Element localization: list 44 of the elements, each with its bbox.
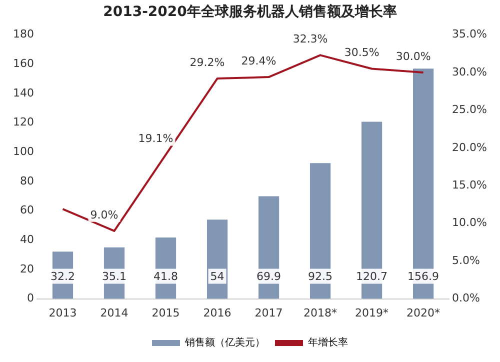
legend-label: 销售额（亿美元）: [184, 336, 265, 349]
data-label: 54: [210, 270, 224, 284]
data-label: 29.4%: [241, 54, 276, 68]
y-tick-label: 100: [12, 144, 34, 158]
chart-title: 2013-2020年全球服务机器人销售额及增长率: [103, 3, 397, 20]
data-label: 19.1%: [138, 132, 174, 146]
y-tick-label: 180: [12, 28, 34, 41]
y2-tick-label: 5.0%: [452, 254, 480, 267]
data-label: 69.9: [256, 270, 282, 284]
data-label: 9.0%: [90, 208, 118, 222]
y-tick-label: 20: [20, 262, 34, 276]
x-tick-label: 2019*: [355, 306, 390, 320]
data-label: 35.1: [102, 270, 127, 284]
data-label: 30.5%: [344, 46, 380, 60]
x-tick-label: 2013: [48, 306, 77, 320]
y-tick-label: 60: [20, 204, 34, 217]
y2-tick-label: 25.0%: [452, 103, 488, 116]
data-label: 30.0%: [396, 50, 431, 63]
x-tick-label: 2015: [152, 306, 180, 320]
data-label: 156.9: [408, 270, 440, 284]
y-tick-label: 80: [20, 174, 34, 188]
data-label: 120.7: [356, 270, 388, 284]
y2-tick-label: 20.0%: [452, 140, 488, 154]
y-tick-label: 160: [12, 56, 34, 70]
y-tick-label: 120: [12, 116, 34, 129]
x-tick-label: 2020*: [406, 306, 441, 320]
legend-label: 年增长率: [308, 336, 348, 349]
x-tick-label: 2018*: [304, 306, 338, 320]
y-tick-label: 0: [26, 292, 34, 305]
x-tick-label: 2016: [203, 306, 232, 320]
y2-tick-label: 35.0%: [452, 28, 488, 41]
data-label: 32.2: [50, 270, 75, 284]
y2-tick-label: 0.0%: [452, 292, 480, 305]
y-tick-label: 140: [12, 86, 34, 100]
data-label: 32.3%: [292, 32, 328, 46]
y2-tick-label: 10.0%: [452, 216, 488, 230]
data-label: 29.2%: [190, 56, 225, 69]
data-label: 41.8: [154, 270, 178, 284]
x-tick-label: 2014: [100, 306, 128, 320]
y2-tick-label: 30.0%: [452, 65, 488, 78]
data-label: 92.5: [308, 270, 333, 284]
x-tick-label: 2017: [254, 306, 283, 320]
y2-tick-label: 15.0%: [452, 178, 488, 192]
y-tick-label: 40: [20, 232, 34, 246]
